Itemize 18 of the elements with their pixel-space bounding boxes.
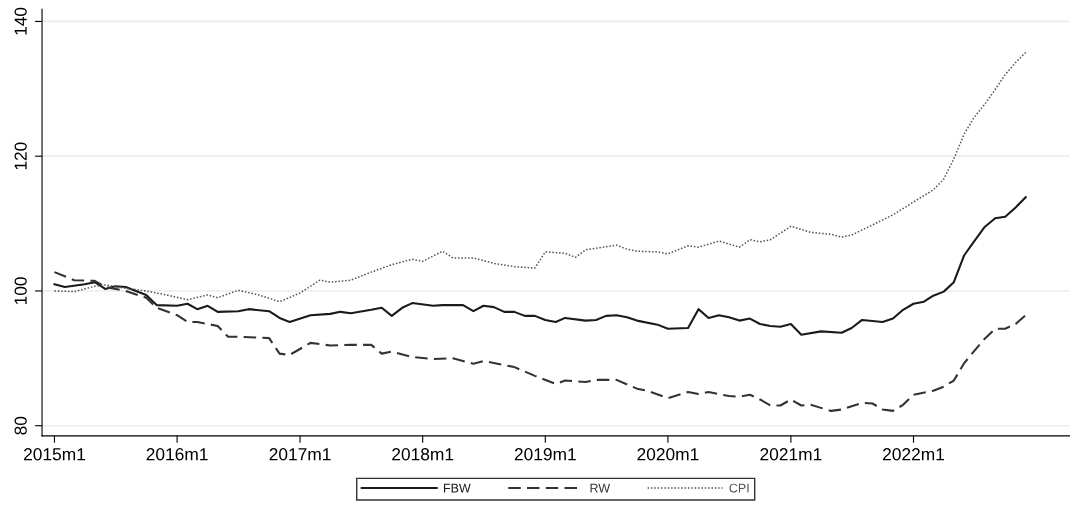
x-tick-label: 2016m1 [146, 448, 208, 461]
line-series [53, 271, 1027, 412]
text: FBW [444, 483, 471, 493]
x-tick-label: 2015m1 [23, 448, 85, 461]
x-tick-label: 2018m1 [392, 448, 454, 461]
x-tick-label: 2020m1 [637, 448, 699, 461]
x-tick-label: 2021m1 [760, 448, 822, 461]
x-tick-label: 2022m1 [883, 448, 945, 461]
y-tick-label: 100 [14, 277, 27, 305]
x-tick-label: 2017m1 [269, 448, 331, 461]
y-tick-label: 140 [14, 7, 27, 35]
line-series [53, 51, 1027, 303]
text: CPI [729, 483, 749, 493]
text: RW [590, 483, 611, 493]
y-tick-label: 120 [14, 142, 27, 170]
line-series [53, 196, 1027, 336]
y-tick-label: 80 [14, 416, 27, 435]
x-tick-label: 2019m1 [514, 448, 576, 461]
